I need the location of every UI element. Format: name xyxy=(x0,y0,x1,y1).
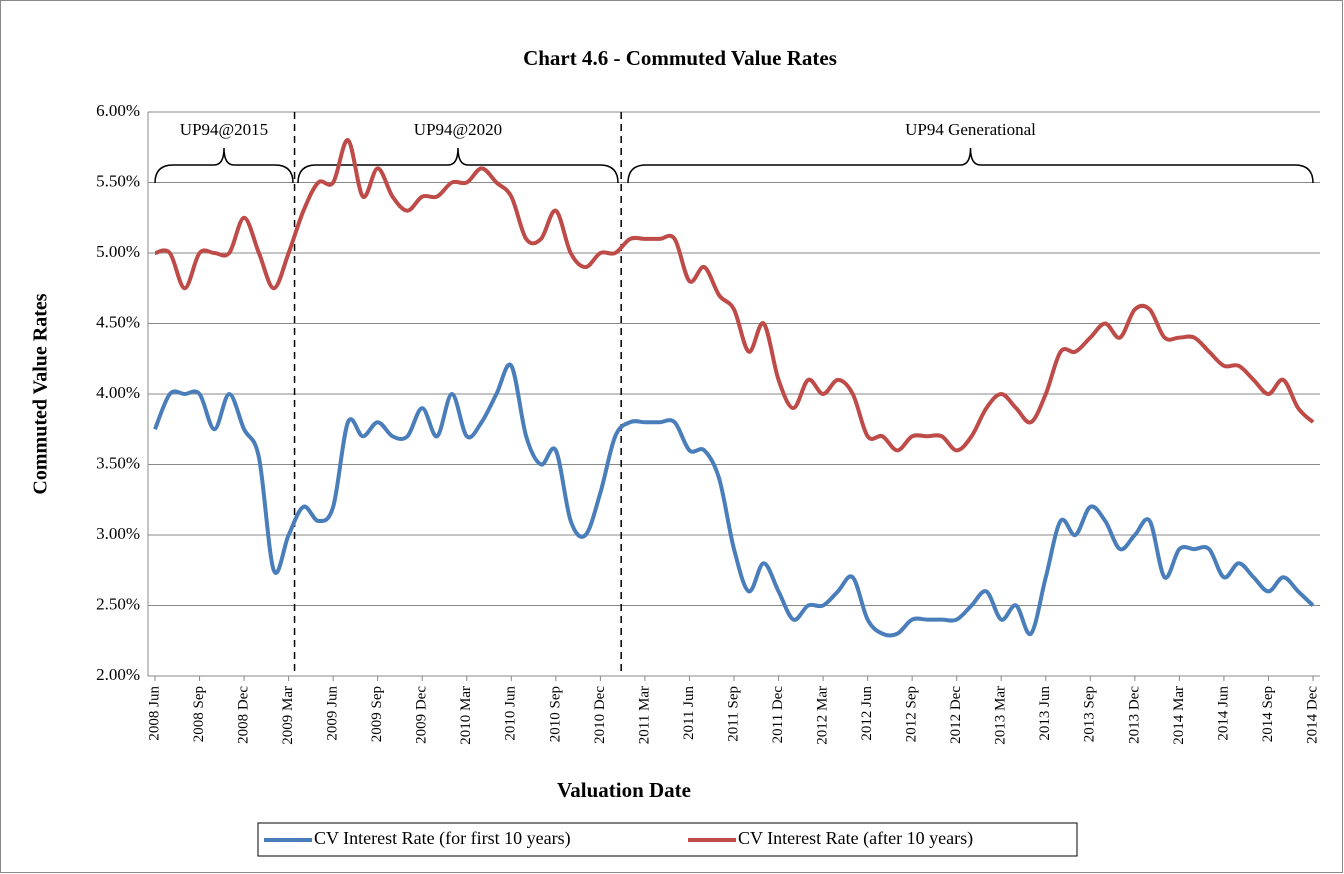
x-tick-label: 2008 Sep xyxy=(191,686,207,742)
series-line xyxy=(153,362,1315,638)
x-tick-label: 2010 Jun xyxy=(503,686,519,741)
annotation: UP94@2020 xyxy=(414,120,502,139)
y-tick-label: 4.50% xyxy=(96,312,140,331)
brace xyxy=(297,147,619,184)
x-tick-label: 2012 Jun xyxy=(859,686,875,741)
x-tick-label: 2012 Dec xyxy=(948,686,964,744)
x-tick-label: 2013 Mar xyxy=(993,686,1009,745)
x-tick-label: 2009 Mar xyxy=(280,686,296,745)
x-tick-label: 2012 Mar xyxy=(815,686,831,745)
x-tick-label: 2013 Sep xyxy=(1082,686,1098,742)
y-axis-title: Commuted Value Rates xyxy=(30,293,52,494)
brace xyxy=(154,147,294,184)
x-tick-label: 2014 Dec xyxy=(1304,686,1320,744)
y-tick-label: 3.50% xyxy=(96,453,140,472)
legend-label: CV Interest Rate (for first 10 years) xyxy=(314,828,571,849)
x-tick-label: 2010 Mar xyxy=(458,686,474,745)
x-tick-label: 2011 Dec xyxy=(770,686,786,744)
legend-label: CV Interest Rate (after 10 years) xyxy=(738,828,973,849)
x-tick-label: 2008 Dec xyxy=(236,686,252,744)
x-tick-label: 2013 Jun xyxy=(1037,686,1053,741)
brace xyxy=(627,147,1314,184)
y-tick-label: 5.50% xyxy=(96,171,140,190)
annotation: UP94@2015 xyxy=(180,120,268,139)
y-tick-label: 5.00% xyxy=(96,242,140,261)
x-tick-label: 2008 Jun xyxy=(146,686,162,741)
x-tick-label: 2009 Jun xyxy=(325,686,341,741)
x-tick-label: 2010 Dec xyxy=(592,686,608,744)
series-line xyxy=(154,138,1315,453)
x-tick-label: 2014 Jun xyxy=(1215,686,1231,741)
x-tick-label: 2011 Sep xyxy=(725,686,741,742)
y-tick-label: 3.00% xyxy=(96,524,140,543)
x-tick-label: 2010 Sep xyxy=(547,686,563,742)
x-tick-label: 2014 Mar xyxy=(1171,686,1187,745)
annotation: UP94 Generational xyxy=(905,120,1036,139)
x-tick-label: 2011 Jun xyxy=(681,686,697,741)
x-tick-label: 2011 Mar xyxy=(636,686,652,744)
x-tick-label: 2012 Sep xyxy=(904,686,920,742)
y-tick-label: 2.00% xyxy=(96,665,140,684)
y-tick-label: 2.50% xyxy=(96,594,140,613)
legend-box xyxy=(257,822,1078,857)
x-tick-label: 2013 Dec xyxy=(1126,686,1142,744)
x-tick-label: 2014 Sep xyxy=(1260,686,1276,742)
y-tick-label: 6.00% xyxy=(96,101,140,120)
y-tick-label: 4.00% xyxy=(96,383,140,402)
x-tick-label: 2009 Dec xyxy=(414,686,430,744)
x-tick-label: 2009 Sep xyxy=(369,686,385,742)
chart-title: Chart 4.6 - Commuted Value Rates xyxy=(523,46,837,70)
x-axis-title: Valuation Date xyxy=(557,778,691,802)
